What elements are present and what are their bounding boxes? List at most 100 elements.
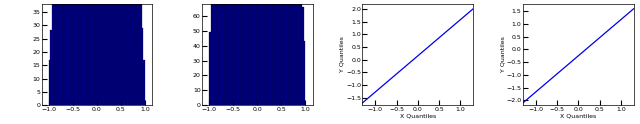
Bar: [139, 0, 140, 105]
Bar: [299, 0, 301, 105]
Bar: [118, 0, 120, 105]
Bar: [86, 0, 87, 105]
Bar: [264, 0, 266, 105]
Bar: [109, 0, 111, 105]
Bar: [100, 0, 102, 105]
Bar: [237, 0, 238, 105]
Bar: [225, 0, 227, 105]
Bar: [211, 2, 212, 105]
Bar: [90, 0, 92, 105]
Bar: [273, 0, 275, 105]
Bar: [137, 0, 139, 105]
Bar: [49, 60, 51, 105]
Bar: [73, 0, 74, 105]
Bar: [132, 0, 134, 105]
Bar: [294, 0, 296, 105]
Bar: [283, 0, 285, 105]
Bar: [51, 31, 52, 105]
X-axis label: X Quantiles: X Quantiles: [560, 113, 596, 118]
Bar: [136, 0, 137, 105]
X-axis label: X Quantiles: X Quantiles: [400, 113, 436, 118]
Bar: [246, 0, 248, 105]
Bar: [224, 0, 225, 105]
Bar: [76, 0, 77, 105]
Bar: [63, 0, 65, 105]
Bar: [89, 0, 90, 105]
Bar: [304, 41, 305, 105]
Bar: [253, 0, 254, 105]
Bar: [266, 0, 267, 105]
Bar: [113, 0, 115, 105]
Bar: [108, 0, 109, 105]
Bar: [292, 0, 294, 105]
Bar: [260, 0, 262, 105]
Bar: [71, 0, 73, 105]
Bar: [248, 0, 250, 105]
Bar: [81, 0, 83, 105]
Bar: [124, 0, 126, 105]
Bar: [221, 0, 222, 105]
Bar: [58, 0, 60, 105]
Bar: [55, 0, 57, 105]
Bar: [222, 0, 224, 105]
Bar: [282, 0, 283, 105]
Bar: [218, 0, 219, 105]
Bar: [262, 0, 264, 105]
Bar: [256, 0, 257, 105]
Bar: [140, 0, 142, 105]
Bar: [232, 0, 234, 105]
Bar: [212, 0, 214, 105]
Bar: [54, 0, 55, 105]
Bar: [95, 0, 97, 105]
Bar: [275, 0, 276, 105]
Bar: [97, 0, 99, 105]
Bar: [235, 0, 237, 105]
Bar: [87, 0, 89, 105]
Bar: [257, 0, 259, 105]
Bar: [230, 0, 232, 105]
Bar: [234, 0, 235, 105]
Bar: [121, 0, 123, 105]
Y-axis label: Y Quantiles: Y Quantiles: [340, 37, 345, 73]
Bar: [240, 0, 241, 105]
Bar: [67, 0, 68, 105]
Bar: [296, 0, 298, 105]
Bar: [52, 0, 54, 105]
Bar: [116, 0, 118, 105]
Bar: [103, 0, 105, 105]
Bar: [106, 0, 108, 105]
Bar: [209, 32, 211, 105]
Bar: [250, 0, 251, 105]
Bar: [267, 0, 269, 105]
Bar: [269, 0, 270, 105]
Bar: [219, 0, 221, 105]
Bar: [129, 0, 131, 105]
Bar: [216, 0, 218, 105]
Bar: [276, 0, 278, 105]
Y-axis label: Y Quantiles: Y Quantiles: [500, 37, 505, 73]
Bar: [288, 0, 289, 105]
Bar: [115, 0, 116, 105]
Bar: [238, 0, 240, 105]
Bar: [77, 0, 79, 105]
Bar: [93, 0, 95, 105]
Bar: [84, 0, 86, 105]
Bar: [126, 0, 127, 105]
Bar: [143, 60, 145, 105]
Bar: [134, 0, 136, 105]
Bar: [105, 0, 106, 105]
Bar: [302, 7, 304, 105]
Bar: [243, 0, 244, 105]
Bar: [278, 0, 280, 105]
Bar: [99, 0, 100, 105]
Bar: [270, 0, 272, 105]
Bar: [142, 28, 143, 105]
Bar: [272, 0, 273, 105]
Bar: [131, 0, 132, 105]
Bar: [227, 0, 228, 105]
Bar: [289, 0, 291, 105]
Bar: [285, 0, 286, 105]
Bar: [111, 0, 113, 105]
Bar: [70, 0, 71, 105]
Bar: [259, 0, 260, 105]
